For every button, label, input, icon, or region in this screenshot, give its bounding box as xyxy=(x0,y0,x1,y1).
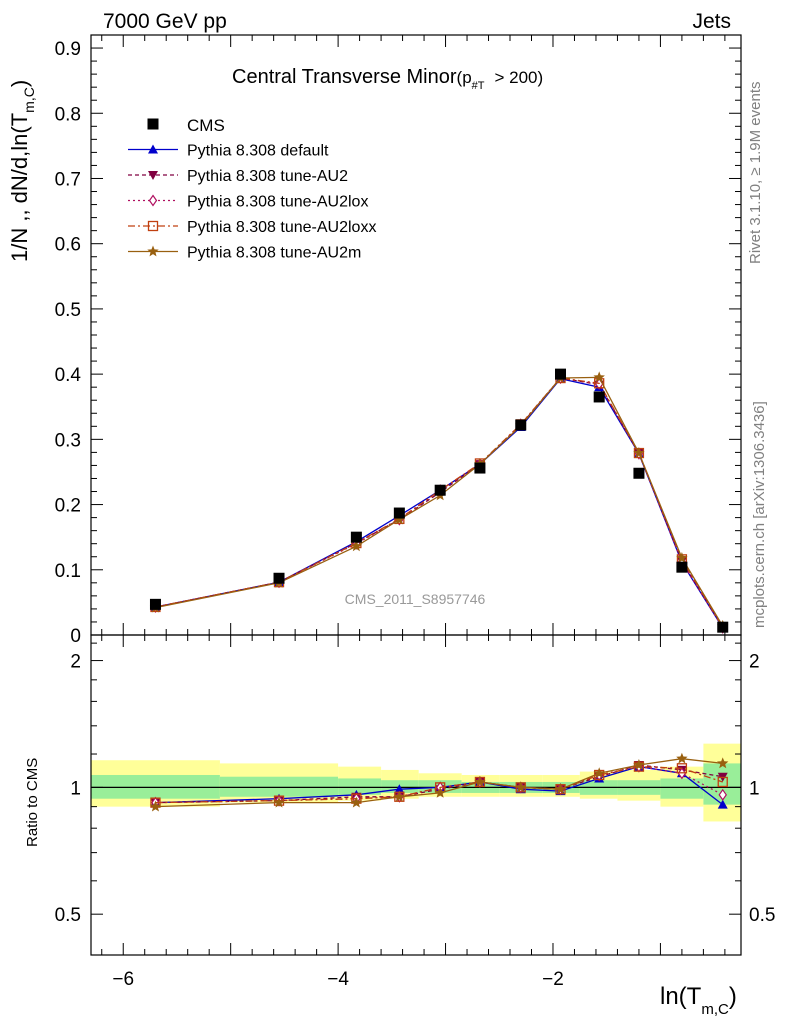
cms-data-point xyxy=(717,621,729,633)
legend: CMS Pythia 8.308 default Pythia 8.308 tune… xyxy=(128,116,376,262)
legend-marker-1 xyxy=(148,171,158,180)
legend-label-2: Pythia 8.308 tune-AU2lox xyxy=(187,194,368,211)
header-left-label: 7000 GeV pp xyxy=(103,10,227,33)
ratio-band-inner xyxy=(338,778,382,795)
main-y-tick-label: 0.4 xyxy=(55,365,82,386)
main-y-axis-label: 1/N ,, dN/d,ln(Tm,C) xyxy=(7,80,37,262)
x-axis-label-text: ln(T xyxy=(660,983,702,1010)
ratio-band-inner xyxy=(660,778,704,799)
main-plot-area: 0 0.1 0.2 0.3 0.4 0.5 0.6 0.7 0.8 0.9 xyxy=(55,34,741,647)
cms-data-point xyxy=(474,462,486,474)
ratio-band-inner xyxy=(219,776,339,797)
cms-data-point xyxy=(273,572,285,584)
ratio-series-marker-4 xyxy=(434,786,446,798)
cms-data-point xyxy=(393,507,405,519)
legend-label-cms: CMS xyxy=(187,116,225,135)
main-series-line-3 xyxy=(155,377,724,628)
ratio-series-marker-2 xyxy=(718,788,727,801)
plot-title-cut-subscript: #T xyxy=(472,80,485,92)
cms-data-point xyxy=(593,391,605,403)
main-series-marker-4 xyxy=(676,552,688,563)
plot-title-cut: (p xyxy=(457,68,472,87)
main-series-marker-4 xyxy=(350,540,363,552)
ratio-y-tick-label-left: 1 xyxy=(70,778,81,799)
x-tick-label: −6 xyxy=(112,969,134,990)
ratio-series-marker-3 xyxy=(676,763,688,774)
ratio-series-marker-4 xyxy=(554,783,567,795)
ratio-series-marker-4 xyxy=(393,790,406,802)
main-series-marker-4 xyxy=(593,371,605,383)
main-y-axis-label-subscript: m,C xyxy=(21,87,37,113)
cms-data-point xyxy=(633,467,645,479)
ratio-series-marker-4 xyxy=(593,767,605,779)
main-y-axis-label-text: 1/N ,, dN/d,ln(T xyxy=(7,113,32,262)
legend-label-1: Pythia 8.308 tune-AU2 xyxy=(187,168,348,185)
ratio-y-tick-label-left: 2 xyxy=(70,652,81,673)
header-right-label: Jets xyxy=(692,10,731,33)
plot-title-text: Central Transverse Minor xyxy=(232,66,457,88)
legend-label-4: Pythia 8.308 tune-AU2m xyxy=(187,245,361,262)
ratio-series-marker-4 xyxy=(633,759,645,770)
rivet-version-label: Rivet 3.1.10, ≥ 1.9M events xyxy=(747,82,764,265)
analysis-watermark: CMS_2011_S8957746 xyxy=(345,591,486,607)
x-axis-label-tail: ) xyxy=(729,983,737,1010)
legend-label-0: Pythia 8.308 default xyxy=(187,143,329,160)
ratio-series-marker-4 xyxy=(273,796,285,808)
main-y-tick-label: 0.3 xyxy=(55,430,81,451)
main-y-tick-label: 0.9 xyxy=(55,39,81,60)
ratio-series-marker-4 xyxy=(474,776,486,787)
legend-marker-cms xyxy=(147,118,159,130)
ratio-plot-frame xyxy=(90,634,742,956)
plot-title: Central Transverse Minor(p#T > 200) xyxy=(232,66,543,92)
ratio-series-line-4 xyxy=(155,758,723,808)
x-tick-label: −2 xyxy=(542,969,564,990)
legend-marker-3 xyxy=(147,220,159,232)
ratio-series-marker-4 xyxy=(350,796,363,808)
main-y-tick-label: 0.7 xyxy=(55,169,81,190)
main-y-tick-label: 0.6 xyxy=(55,235,81,256)
cms-data-point xyxy=(434,484,446,496)
ratio-series-marker-4 xyxy=(149,800,162,812)
main-y-tick-label: 0.5 xyxy=(55,300,81,321)
x-axis-label-subscript: m,C xyxy=(701,1001,729,1018)
cms-data-point xyxy=(676,561,688,573)
main-y-axis-label-tail: ) xyxy=(7,80,32,87)
ratio-uncertainty-bands xyxy=(91,743,741,822)
ratio-y-tick-label-right: 2 xyxy=(749,652,760,673)
plot-title-cut-tail: > 200) xyxy=(495,68,544,87)
main-y-tick-label: 0 xyxy=(70,626,81,647)
cms-data-point xyxy=(555,368,567,380)
ratio-y-axis-label: Ratio to CMS xyxy=(24,758,41,847)
ratio-series-marker-4 xyxy=(717,757,729,769)
main-series-marker-4 xyxy=(393,513,406,525)
ratio-y-tick-label-left: 0.5 xyxy=(55,905,81,926)
ratio-series-marker-0 xyxy=(394,784,405,794)
legend-marker-2 xyxy=(148,194,158,207)
x-tick-label: −4 xyxy=(327,969,349,990)
ratio-y-tick-label-right: 1 xyxy=(749,778,760,799)
main-series-line-1 xyxy=(155,377,724,627)
ratio-series-marker-0 xyxy=(717,799,728,809)
ratio-plot-area: 0.5 0.5 1 1 2 2 −6 −4 −2 xyxy=(55,635,775,990)
mcplots-reference-label: mcplots.cern.ch [arXiv:1306.3436] xyxy=(751,401,768,628)
legend-marker-0 xyxy=(148,144,158,154)
plot-frames xyxy=(90,34,742,956)
legend-label-3: Pythia 8.308 tune-AU2loxx xyxy=(187,219,376,236)
ratio-y-tick-label-right: 0.5 xyxy=(749,905,775,926)
ratio-series-marker-4 xyxy=(676,752,688,764)
main-series-line-4 xyxy=(155,376,724,627)
cms-data-point xyxy=(149,598,161,610)
x-axis-label: ln(Tm,C) xyxy=(660,983,737,1018)
main-y-tick-label: 0.2 xyxy=(55,496,81,517)
main-y-tick-label: 0.8 xyxy=(55,104,81,125)
cms-data-point xyxy=(515,419,527,431)
main-y-tick-label: 0.1 xyxy=(55,561,81,582)
cms-data-point xyxy=(350,531,362,543)
legend-marker-4 xyxy=(147,245,159,257)
ratio-series-marker-4 xyxy=(515,781,527,793)
ratio-series-marker-3 xyxy=(717,776,728,788)
main-series-marker-4 xyxy=(633,447,645,458)
